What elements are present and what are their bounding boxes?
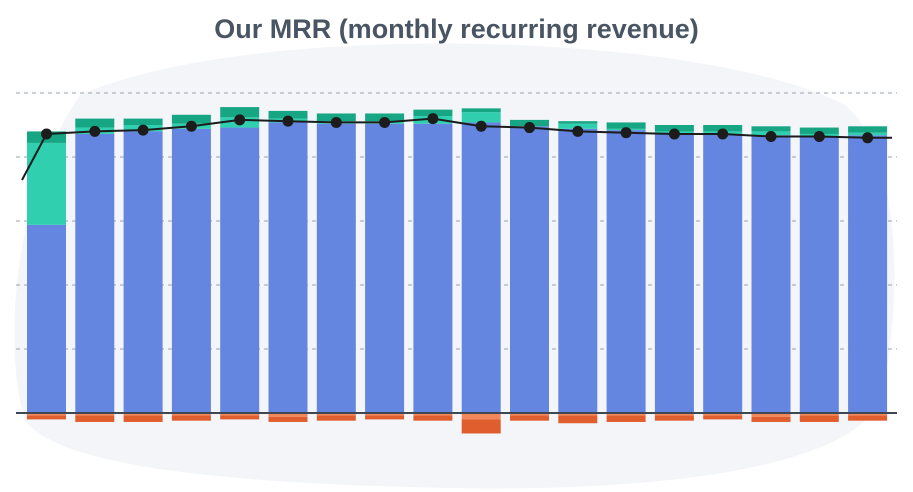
bar-churn [123,415,163,422]
mrr-point [572,125,584,137]
bar-churn [461,419,501,434]
mrr-point [765,131,777,143]
bar-contraction [654,413,694,416]
mrr-point [89,125,101,137]
bar-expansion [461,108,501,113]
bar-churn [558,415,598,424]
bar-contraction [510,413,549,416]
bar-base [461,122,501,413]
bar-expansion [703,125,743,132]
bar-churn [751,416,791,422]
bar-churn [171,415,211,421]
bar-contraction [751,413,791,417]
bar-base [510,126,549,413]
mrr-point [330,116,342,128]
bar-expansion [413,109,453,117]
mrr-point [717,128,729,140]
bar-expansion [751,126,791,132]
bar-contraction [365,413,405,416]
mrr-point [427,113,439,125]
bar-base [606,130,646,413]
bar-expansion [558,121,598,124]
mrr-point [524,122,535,134]
bar-contraction [799,413,839,416]
bar-new [27,142,66,225]
bar-contraction [171,413,211,416]
bar-base [365,123,405,413]
bar-expansion [799,127,839,134]
bar-new [461,112,501,123]
bar-expansion [654,125,694,132]
bar-base [654,133,694,413]
bar-churn [606,415,646,422]
bar-base [27,224,66,413]
mrr-line [21,117,892,181]
bar-churn [654,415,694,421]
bar-churn [220,415,260,420]
bar-churn [799,415,839,422]
bars-layer [27,107,888,434]
bar-contraction [413,413,453,416]
bar-churn [510,415,549,421]
mrr-point [234,114,246,126]
mrr-point [41,128,52,140]
mrr-point [862,132,874,144]
bar-base [220,127,260,413]
bar-churn [316,415,356,421]
mrr-point [620,127,632,139]
bar-contraction [268,413,308,417]
bar-expansion [848,126,888,133]
mrr-point [475,120,487,132]
bar-churn [365,415,405,420]
bar-contraction [848,413,888,416]
bar-churn [75,415,115,422]
bar-contraction [606,413,646,416]
bar-churn [703,415,743,420]
bar-base [316,123,356,413]
bar-churn [848,415,888,421]
bar-contraction [558,413,598,416]
bar-contraction [27,413,66,416]
bar-base [413,123,453,413]
bar-base [558,128,598,413]
bar-expansion [268,110,308,119]
bar-base [75,133,115,413]
bar-base [268,122,308,413]
mrr-point [379,116,391,128]
bar-base [751,135,791,414]
bar-base [799,136,839,413]
mrr-point [185,120,197,132]
mrr-point [282,115,294,127]
bar-expansion [75,118,115,128]
bar-churn [268,416,308,422]
bar-expansion [606,122,646,129]
bar-contraction [123,413,163,416]
mrr-point [137,124,149,136]
bar-churn [413,415,453,421]
mrr-point [668,128,680,140]
mrr-point [813,131,825,143]
bar-contraction [75,413,115,416]
bar-expansion [220,107,260,118]
bar-base [123,131,163,413]
bar-contraction [316,413,356,416]
bar-contraction [461,413,501,420]
bar-expansion [171,114,211,124]
bar-base [171,128,211,413]
line-layer [21,113,892,181]
bar-contraction [220,413,260,416]
bar-contraction [703,413,743,416]
bar-churn [27,415,66,420]
chart-title: Our MRR (monthly recurring revenue) [214,14,699,44]
bar-expansion [123,118,163,125]
grid-layer [16,92,897,350]
bar-base [703,133,743,413]
bar-base [848,135,888,414]
